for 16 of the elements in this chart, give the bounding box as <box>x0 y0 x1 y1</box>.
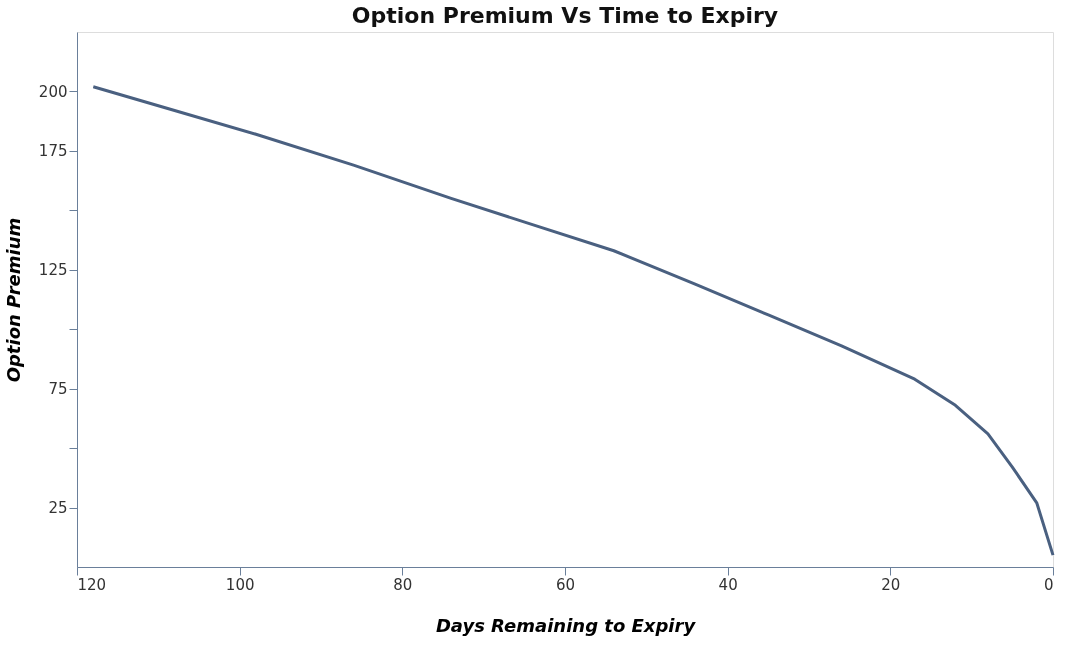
y-tick-label: 200 <box>38 82 68 101</box>
y-axis-title: Option Premium <box>2 217 24 383</box>
x-tick-label: 100 <box>225 575 255 594</box>
x-tick-label: 80 <box>393 575 413 594</box>
y-tick-label: 125 <box>38 261 68 280</box>
y-tick-label: 25 <box>48 499 68 518</box>
x-tick-label: 20 <box>881 575 901 594</box>
y-tick-label: 175 <box>38 142 68 161</box>
x-axis-title: Days Remaining to Expiry <box>435 614 697 636</box>
x-tick-label: 60 <box>555 575 576 594</box>
y-tick-label: 75 <box>48 380 68 399</box>
line-series <box>91 85 1055 557</box>
x-tick-label: 40 <box>718 575 738 594</box>
chart-title: Option Premium Vs Time to Expiry <box>351 3 779 28</box>
x-tick-label: 0 <box>1043 575 1054 594</box>
x-tick-label: 120 <box>77 575 107 594</box>
